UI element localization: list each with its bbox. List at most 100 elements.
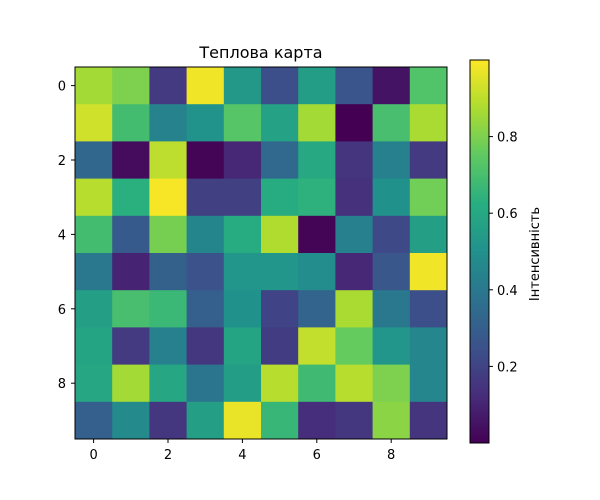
heatmap-cell xyxy=(335,253,373,291)
heatmap-cell xyxy=(112,253,150,291)
chart-title: Теплова карта xyxy=(198,43,322,62)
heatmap-cell xyxy=(261,141,299,179)
y-tick-label: 4 xyxy=(58,228,66,243)
heatmap-cell xyxy=(409,215,448,254)
heatmap-cell xyxy=(261,327,299,365)
heatmap-cell xyxy=(149,215,187,254)
heatmap-cell xyxy=(112,290,150,328)
heatmap-cell xyxy=(298,253,336,291)
heatmap-cell xyxy=(261,401,299,440)
heatmap-cell xyxy=(372,253,411,291)
heatmap-cell xyxy=(186,178,225,217)
y-tick-label: 0 xyxy=(58,80,66,95)
heatmap-cell xyxy=(223,327,262,365)
heatmap-cell xyxy=(223,253,262,291)
heatmap-cell xyxy=(409,67,448,105)
y-tick-label: 6 xyxy=(58,303,66,318)
heatmap-cell xyxy=(409,327,448,365)
heatmap-grid xyxy=(75,67,448,440)
heatmap-cell xyxy=(298,327,336,365)
heatmap-cell xyxy=(149,178,187,217)
heatmap-cell xyxy=(186,327,225,365)
heatmap-cell xyxy=(186,141,225,179)
heatmap-cell xyxy=(186,67,225,105)
colorbar xyxy=(470,60,489,443)
heatmap-cell xyxy=(186,364,225,403)
heatmap-cell xyxy=(223,401,262,440)
heatmap-cell xyxy=(149,290,187,328)
heatmap-cell xyxy=(223,215,262,254)
heatmap-cell xyxy=(261,178,299,217)
heatmap-cell xyxy=(261,290,299,328)
heatmap-cell xyxy=(372,215,411,254)
x-tick-label: 2 xyxy=(164,448,172,463)
x-tick-label: 0 xyxy=(89,448,97,463)
heatmap-cell xyxy=(372,290,411,328)
heatmap-cell xyxy=(298,141,336,179)
heatmap-cell xyxy=(75,178,113,217)
heatmap-cell xyxy=(335,104,373,142)
heatmap-cell xyxy=(112,67,150,105)
heatmap-cell xyxy=(75,364,113,403)
heatmap-cell xyxy=(335,327,373,365)
heatmap-cell xyxy=(298,104,336,142)
heatmap-cell xyxy=(372,327,411,365)
heatmap-cell xyxy=(112,178,150,217)
heatmap-cell xyxy=(112,141,150,179)
heatmap-cell xyxy=(298,215,336,254)
heatmap-cell xyxy=(223,290,262,328)
heatmap-frame xyxy=(74,66,448,440)
heatmap-cell xyxy=(372,104,411,142)
heatmap-cell xyxy=(149,327,187,365)
heatmap-cell xyxy=(298,364,336,403)
x-tick-label: 4 xyxy=(238,448,246,463)
heatmap-cell xyxy=(112,401,150,440)
heatmap-cell xyxy=(372,178,411,217)
heatmap-cell xyxy=(372,401,411,440)
heatmap-cell xyxy=(223,67,262,105)
heatmap-cell xyxy=(409,401,448,440)
colorbar-axis: 0.2 0.4 0.6 0.8 xyxy=(489,131,518,375)
heatmap-cell xyxy=(409,178,448,217)
heatmap-cell xyxy=(186,290,225,328)
heatmap-cell xyxy=(112,215,150,254)
colorbar-tick-label: 0.6 xyxy=(497,207,518,222)
x-tick-label: 8 xyxy=(387,448,395,463)
heatmap-cell xyxy=(186,104,225,142)
y-axis: 0 2 4 6 8 xyxy=(58,80,75,392)
heatmap-cell xyxy=(335,401,373,440)
heatmap-cell xyxy=(149,67,187,105)
heatmap-cell xyxy=(149,401,187,440)
heatmap-cell xyxy=(409,141,448,179)
heatmap-cell xyxy=(75,141,113,179)
heatmap-cell xyxy=(223,364,262,403)
heatmap-cell xyxy=(186,253,225,291)
heatmap-cell xyxy=(75,253,113,291)
heatmap-cell xyxy=(335,178,373,217)
colorbar-tick-label: 0.4 xyxy=(497,284,518,299)
heatmap-cell xyxy=(298,401,336,440)
heatmap-cell xyxy=(75,290,113,328)
heatmap-cell xyxy=(149,141,187,179)
heatmap-cell xyxy=(223,178,262,217)
heatmap-cell xyxy=(372,364,411,403)
heatmap-cell xyxy=(261,364,299,403)
colorbar-tick-label: 0.2 xyxy=(497,360,518,375)
y-tick-label: 2 xyxy=(58,154,66,169)
heatmap-cell xyxy=(186,215,225,254)
x-axis: 0 2 4 6 8 xyxy=(89,439,395,463)
heatmap-cell xyxy=(335,141,373,179)
heatmap-cell xyxy=(335,215,373,254)
x-tick-label: 6 xyxy=(313,448,321,463)
heatmap-cell xyxy=(409,104,448,142)
heatmap-cell xyxy=(261,67,299,105)
heatmap-cell xyxy=(149,364,187,403)
heatmap-cell xyxy=(409,290,448,328)
heatmap-cell xyxy=(261,104,299,142)
heatmap-cell xyxy=(223,104,262,142)
heatmap-cell xyxy=(261,215,299,254)
heatmap-cell xyxy=(261,253,299,291)
heatmap-cell xyxy=(409,253,448,291)
heatmap-cell xyxy=(75,215,113,254)
